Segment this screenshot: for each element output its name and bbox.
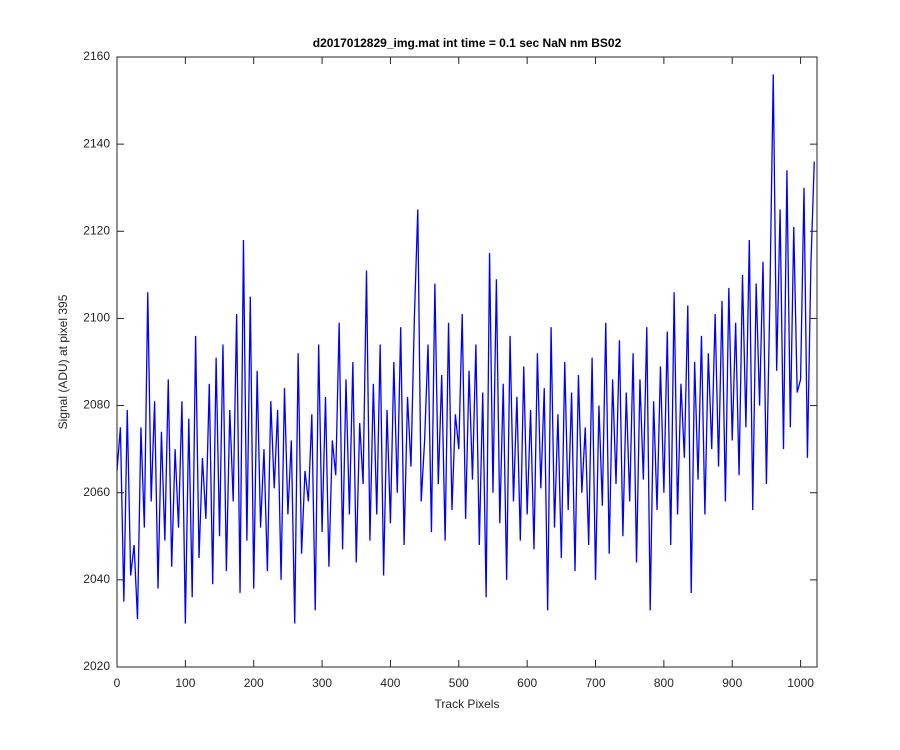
x-tick-label: 200 — [244, 676, 264, 690]
chart-title: d2017012829_img.mat int time = 0.1 sec N… — [313, 36, 622, 50]
x-tick-label: 900 — [722, 676, 742, 690]
x-tick-label: 600 — [517, 676, 537, 690]
x-tick-label: 700 — [586, 676, 606, 690]
y-tick-label: 2140 — [83, 136, 110, 150]
data-line — [116, 74, 815, 624]
x-tick-label: 100 — [175, 676, 195, 690]
x-axis-label: Track Pixels — [435, 697, 500, 711]
y-tick-label: 2080 — [83, 398, 110, 412]
y-tick-label: 2040 — [83, 572, 110, 586]
y-tick-label: 2160 — [83, 49, 110, 63]
y-tick-label: 2020 — [83, 659, 110, 673]
x-tick-label: 0 — [114, 676, 121, 690]
x-tick-label: 500 — [449, 676, 469, 690]
x-tick-label: 400 — [380, 676, 400, 690]
y-tick-label: 2120 — [83, 223, 110, 237]
plot-frame — [116, 56, 818, 668]
x-tick-label: 1000 — [787, 676, 814, 690]
x-tick-label: 800 — [654, 676, 674, 690]
y-tick-label: 2060 — [83, 485, 110, 499]
y-tick-label: 2100 — [83, 311, 110, 325]
x-tick-label: 300 — [312, 676, 332, 690]
y-axis-label: Signal (ADU) at pixel 395 — [56, 294, 70, 429]
